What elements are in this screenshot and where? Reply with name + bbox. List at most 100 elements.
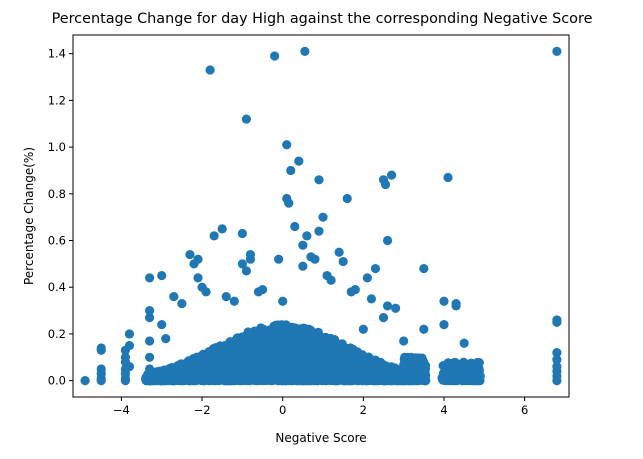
data-point <box>316 374 325 383</box>
data-point <box>275 373 284 382</box>
data-point <box>298 241 307 250</box>
data-point <box>286 166 295 175</box>
data-point <box>237 350 246 359</box>
data-point <box>318 336 327 345</box>
data-point <box>260 337 269 346</box>
y-tick-label: 1.4 <box>48 47 66 61</box>
data-point <box>145 313 154 322</box>
x-tick-label: −4 <box>113 403 130 417</box>
data-point <box>263 365 272 374</box>
y-tick-label: 1.2 <box>48 93 66 107</box>
data-point <box>314 175 323 184</box>
y-tick-label: 1.0 <box>48 140 66 154</box>
data-point <box>238 335 247 344</box>
chart-title: Percentage Change for day High against t… <box>52 11 593 27</box>
data-point <box>157 320 166 329</box>
data-point <box>145 336 154 345</box>
data-point <box>439 320 448 329</box>
data-point <box>367 294 376 303</box>
data-point <box>451 301 460 310</box>
y-tick-label: 0.8 <box>48 187 66 201</box>
data-point <box>371 264 380 273</box>
data-point <box>145 353 154 362</box>
data-point <box>306 350 315 359</box>
data-point <box>193 273 202 282</box>
data-point <box>225 373 234 382</box>
data-point <box>381 180 390 189</box>
data-point <box>288 356 297 365</box>
data-point <box>246 255 255 264</box>
y-tick-label: 0.2 <box>48 327 66 341</box>
y-tick-label: 0.4 <box>48 280 66 294</box>
data-point <box>340 376 349 385</box>
data-point <box>403 368 412 377</box>
data-point <box>270 51 279 60</box>
data-point <box>125 362 134 371</box>
data-point <box>81 376 90 385</box>
data-point <box>327 376 336 385</box>
x-tick-label: 6 <box>521 403 528 417</box>
data-point <box>552 376 561 385</box>
data-point <box>337 368 346 377</box>
data-point <box>383 236 392 245</box>
data-point <box>269 343 278 352</box>
data-point <box>212 373 221 382</box>
data-point <box>399 336 408 345</box>
data-point <box>97 376 106 385</box>
data-point <box>145 364 154 373</box>
data-point <box>294 157 303 166</box>
data-point <box>374 376 383 385</box>
data-point <box>363 356 372 365</box>
data-point <box>210 231 219 240</box>
data-point <box>419 264 428 273</box>
data-point <box>383 301 392 310</box>
data-point <box>258 285 267 294</box>
data-point <box>207 361 216 370</box>
data-point <box>353 376 362 385</box>
data-point <box>298 262 307 271</box>
data-point <box>301 373 310 382</box>
data-point <box>552 318 561 327</box>
data-point <box>359 325 368 334</box>
data-point <box>223 348 232 357</box>
data-point <box>294 340 303 349</box>
data-point <box>300 324 309 333</box>
data-point <box>145 273 154 282</box>
data-point <box>403 353 412 362</box>
data-point <box>169 292 178 301</box>
x-axis-label: Negative Score <box>275 431 366 445</box>
data-point <box>443 173 452 182</box>
data-point <box>412 365 421 374</box>
data-point <box>387 171 396 180</box>
data-point <box>173 369 182 378</box>
data-point <box>262 329 271 338</box>
data-point <box>125 329 134 338</box>
data-point <box>185 250 194 259</box>
data-point <box>343 194 352 203</box>
data-point <box>332 339 341 348</box>
data-point <box>302 231 311 240</box>
data-point <box>177 299 186 308</box>
data-point <box>161 334 170 343</box>
data-point <box>206 65 215 74</box>
data-point <box>439 297 448 306</box>
data-point <box>310 255 319 264</box>
data-point <box>460 339 469 348</box>
data-point <box>238 229 247 238</box>
data-point <box>314 227 323 236</box>
data-point <box>230 297 239 306</box>
x-tick-label: −2 <box>194 403 211 417</box>
data-point <box>271 324 280 333</box>
data-point <box>332 357 341 366</box>
data-point <box>552 47 561 56</box>
data-point <box>274 255 283 264</box>
data-point <box>472 360 481 369</box>
data-point <box>449 375 458 384</box>
data-point <box>461 376 470 385</box>
data-point <box>353 362 362 371</box>
data-point <box>278 297 287 306</box>
data-point <box>214 343 223 352</box>
data-point <box>282 140 291 149</box>
data-point <box>297 360 306 369</box>
